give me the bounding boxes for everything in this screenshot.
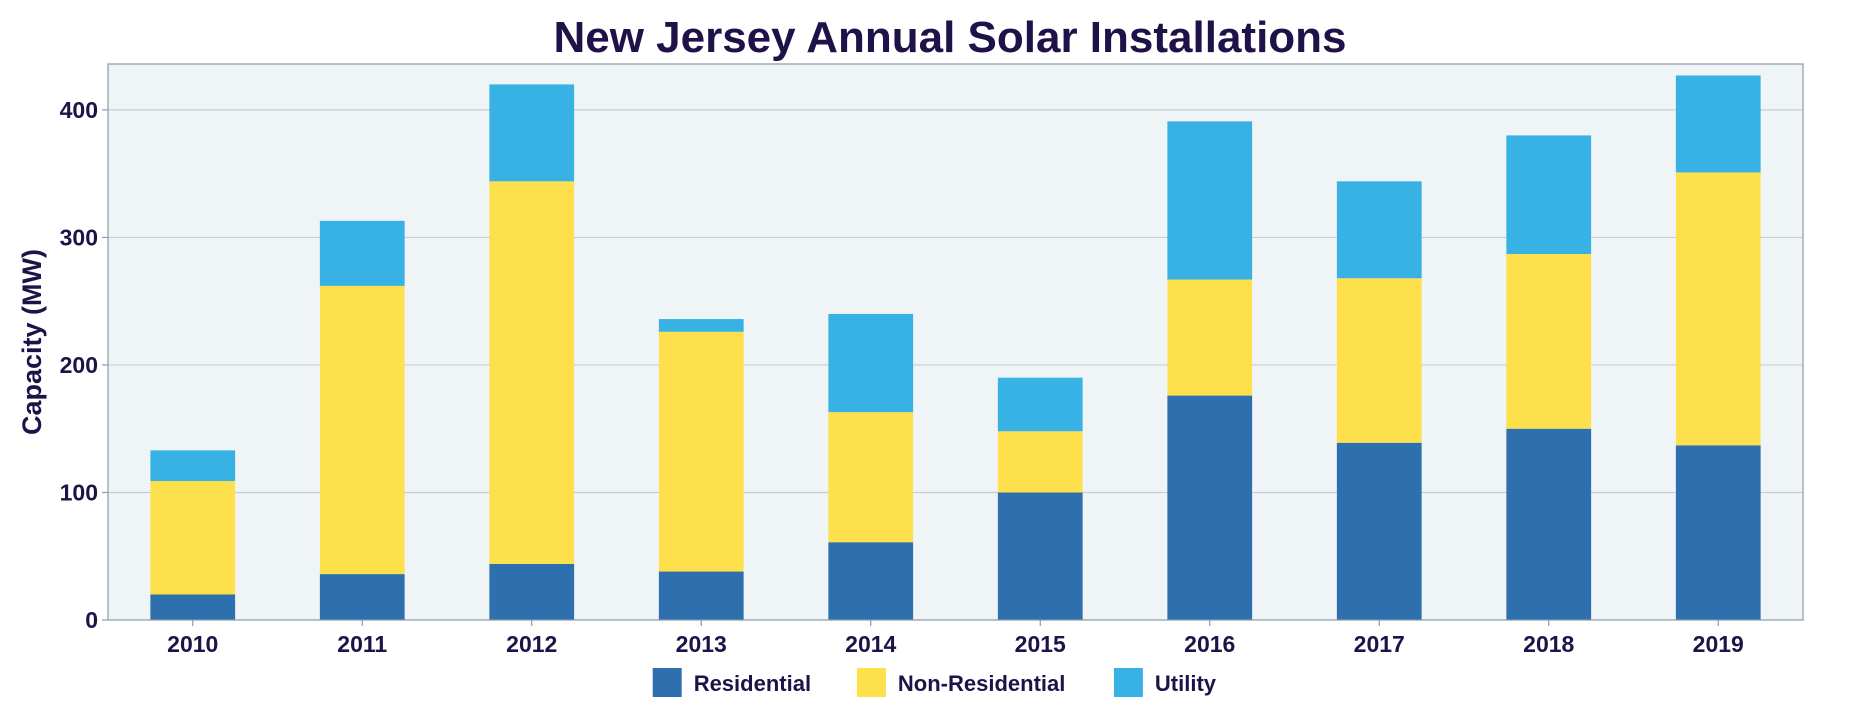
bar-residential-2010	[150, 594, 236, 620]
y-tick-label: 400	[60, 97, 98, 123]
legend-label-utility: Utility	[1155, 671, 1217, 696]
bar-non-residential-2016	[1167, 279, 1253, 396]
legend-swatch-utility	[1113, 668, 1143, 697]
bar-non-residential-2017	[1336, 278, 1422, 443]
bar-utility-2015	[997, 377, 1083, 432]
bar-utility-2013	[658, 319, 744, 332]
bar-utility-2016	[1167, 121, 1253, 280]
bar-utility-2012	[489, 84, 575, 182]
bar-utility-2018	[1506, 135, 1592, 255]
bar-residential-2018	[1506, 428, 1592, 620]
bar-non-residential-2010	[150, 481, 236, 595]
bar-non-residential-2019	[1675, 172, 1761, 446]
x-tick-label: 2011	[337, 631, 387, 657]
x-tick-label: 2013	[676, 631, 727, 657]
bar-non-residential-2015	[997, 431, 1083, 493]
x-tick-label: 2019	[1693, 631, 1744, 657]
bar-utility-2011	[319, 220, 405, 286]
x-tick-label: 2012	[506, 631, 557, 657]
y-tick-label: 100	[60, 479, 98, 505]
legend-label-residential: Residential	[694, 671, 811, 696]
legend-swatch-residential	[652, 668, 682, 697]
plot-frame	[107, 63, 1804, 621]
bar-residential-2014	[828, 542, 914, 620]
bar-non-residential-2018	[1506, 254, 1592, 429]
bar-non-residential-2014	[828, 412, 914, 543]
y-tick-label: 300	[60, 224, 98, 250]
x-tick-label: 2010	[167, 631, 218, 657]
bar-utility-2014	[828, 313, 914, 413]
bar-utility-2019	[1675, 75, 1761, 173]
bar-non-residential-2012	[489, 181, 575, 564]
bar-utility-2010	[150, 450, 236, 481]
y-tick-label: 0	[85, 607, 98, 633]
chart-title: New Jersey Annual Solar Installations	[553, 13, 1346, 62]
x-tick-label: 2017	[1354, 631, 1405, 657]
bar-residential-2012	[489, 563, 575, 620]
y-tick-label: 200	[60, 352, 98, 378]
legend-swatch-non-residential	[856, 668, 886, 697]
bar-residential-2019	[1675, 445, 1761, 620]
bar-residential-2016	[1167, 395, 1253, 620]
bar-non-residential-2011	[319, 285, 405, 575]
bar-residential-2015	[997, 492, 1083, 620]
bar-residential-2017	[1336, 442, 1422, 620]
y-axis-ticks: 0 100 200 300 400	[60, 97, 108, 633]
x-axis-ticks: 2010 2011 2012 2013 2014 2015 2016 2017 2018 2019	[167, 620, 1744, 657]
legend-label-non-residential: Non-Residential	[898, 671, 1065, 696]
bar-residential-2011	[319, 574, 405, 620]
x-tick-label: 2018	[1523, 631, 1574, 657]
bar-non-residential-2013	[658, 331, 744, 572]
x-tick-label: 2015	[1015, 631, 1066, 657]
x-tick-label: 2016	[1184, 631, 1235, 657]
bar-residential-2013	[658, 571, 744, 620]
bar-utility-2017	[1336, 181, 1422, 279]
y-axis-label: Capacity (MW)	[17, 249, 47, 435]
legend: Residential Non-Residential Utility	[652, 668, 1217, 697]
bars	[150, 75, 1761, 620]
x-tick-label: 2014	[845, 631, 896, 657]
